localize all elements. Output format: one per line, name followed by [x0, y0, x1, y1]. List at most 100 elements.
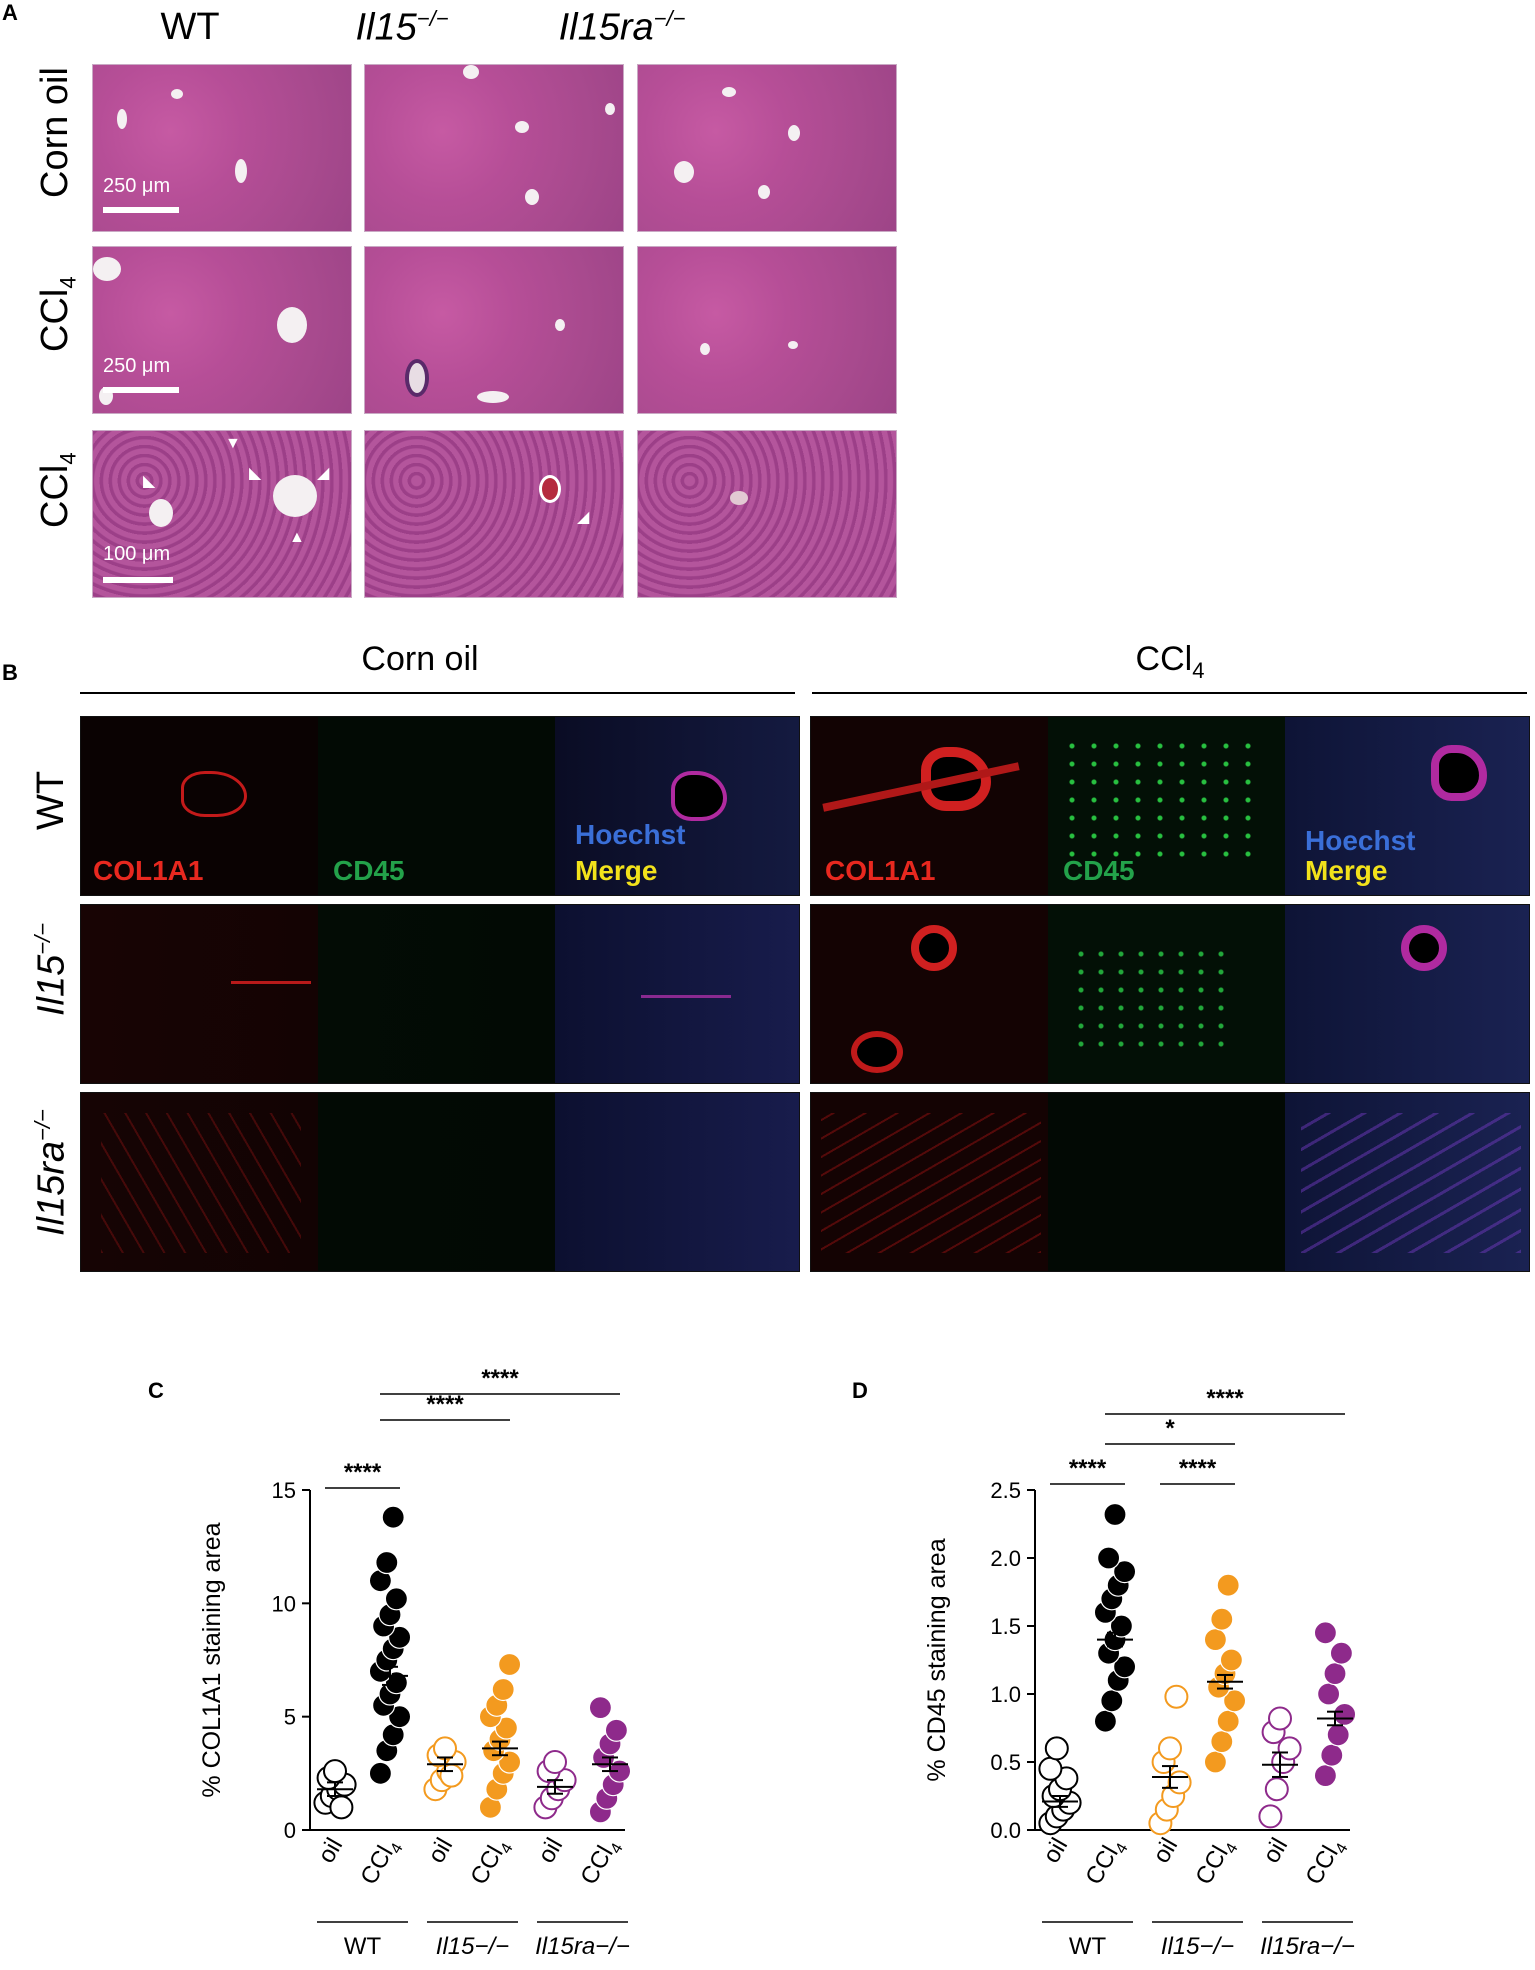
group-label: WT — [344, 1933, 382, 1960]
significance-label: **** — [1179, 1455, 1217, 1482]
label-merge: Merge — [575, 855, 658, 886]
data-point — [604, 1718, 628, 1742]
data-point — [1326, 1723, 1350, 1747]
he-image-il15-ccl4-highmag: ◢ — [364, 430, 624, 598]
data-point — [588, 1696, 612, 1720]
x-category-label: CCl4 — [1300, 1833, 1351, 1891]
x-category-label: oil — [423, 1834, 458, 1868]
y-tick-label: 0.0 — [990, 1818, 1021, 1843]
data-point — [1210, 1730, 1234, 1754]
data-point — [498, 1652, 522, 1677]
he-image-il15ra-corn-oil — [637, 64, 897, 232]
y-tick-label: 2.5 — [990, 1478, 1021, 1503]
x-category-label: oil — [1258, 1834, 1293, 1868]
data-point — [1268, 1706, 1292, 1731]
label-hoechst: Hoechst — [1305, 825, 1416, 856]
data-point — [433, 1736, 457, 1761]
data-point — [1203, 1750, 1227, 1774]
panel-b-row-il15: Il15−/− — [30, 922, 73, 1016]
data-point — [1216, 1709, 1240, 1733]
data-point — [1313, 1764, 1337, 1788]
data-point — [1093, 1709, 1117, 1733]
group-label: Il15−/− — [436, 1933, 509, 1960]
data-point — [1103, 1502, 1127, 1527]
fluor-image-il15ra-corn-oil — [80, 1092, 800, 1272]
panel-a-row-corn-oil: Corn oil — [34, 67, 76, 198]
x-category-label: CCl4 — [465, 1833, 516, 1891]
x-category-label: oil — [533, 1834, 568, 1868]
data-point — [1333, 1702, 1357, 1726]
panel-b-row-il15ra: Il15ra−/− — [30, 1109, 73, 1236]
label-col1a1: COL1A1 — [93, 855, 204, 886]
chart-cd45: 0.0 0.5 1.0 1.5 2.0 2.5 % CD45 staining area oi… — [923, 1385, 1357, 1960]
fluor-image-il15-ccl4 — [810, 904, 1530, 1084]
x-category-label: oil — [1148, 1834, 1183, 1868]
data-point — [1158, 1736, 1182, 1761]
fluor-image-wt-ccl4: COL1A1 CD45 Hoechst Merge — [810, 716, 1530, 896]
data-point — [1113, 1655, 1137, 1679]
panel-a-col-wt: WT — [160, 6, 220, 48]
data-point — [1216, 1573, 1240, 1597]
panel-c-letter: C — [148, 1378, 164, 1403]
data-point — [1109, 1614, 1133, 1638]
data-point — [1329, 1641, 1353, 1665]
data-point — [498, 1750, 522, 1774]
y-tick-label: 0.5 — [990, 1750, 1021, 1775]
group-label: WT — [1069, 1933, 1107, 1960]
panel-b-row-wt: WT — [30, 770, 72, 830]
x-category-label: CCl4 — [575, 1833, 626, 1891]
y-tick-label: 0 — [284, 1818, 296, 1843]
y-tick-label: 10 — [272, 1591, 296, 1616]
data-point — [1320, 1743, 1344, 1767]
group-label: Il15ra−/− — [535, 1933, 630, 1960]
panel-a-row-ccl4-1: CCl4 — [34, 276, 81, 352]
data-point — [1044, 1736, 1069, 1761]
fluor-image-wt-corn-oil: COL1A1 CD45 Hoechst Merge — [80, 716, 800, 896]
y-axis-label: % COL1A1 staining area — [198, 1522, 226, 1797]
scalebar-label: 250 μm — [103, 175, 171, 197]
data-point — [1167, 1770, 1192, 1795]
x-category-label: CCl4 — [1190, 1833, 1241, 1891]
x-category-label: oil — [313, 1834, 348, 1868]
panel-b-group-line-left — [80, 692, 795, 694]
scalebar-label: 100 μm — [103, 543, 171, 565]
data-point — [1264, 1777, 1289, 1802]
data-point — [1097, 1546, 1121, 1570]
panel-b-group-line-right — [812, 692, 1527, 694]
data-point — [1277, 1736, 1302, 1761]
panel-b-group-ccl4: CCl4 — [1135, 640, 1205, 683]
he-image-wt-ccl4: 250 μm — [92, 246, 352, 414]
panel-a-col-il15: Il15−/− — [355, 6, 449, 49]
panel-b-group-corn-oil: Corn oil — [361, 640, 479, 678]
data-point — [375, 1550, 399, 1575]
y-tick-label: 2.0 — [990, 1546, 1021, 1571]
he-image-il15-ccl4 — [364, 246, 624, 414]
data-point — [1223, 1689, 1247, 1713]
data-point — [543, 1750, 567, 1774]
data-point — [494, 1716, 518, 1740]
data-point — [1164, 1684, 1189, 1709]
data-point — [439, 1763, 464, 1788]
data-point — [388, 1705, 412, 1729]
label-hoechst: Hoechst — [575, 819, 686, 850]
data-point — [1038, 1756, 1063, 1781]
he-image-il15ra-ccl4 — [637, 246, 897, 414]
panel-b-letter: B — [2, 660, 18, 685]
he-image-wt-ccl4-highmag: ▼ ◣ ◣ ◢ ▲ 100 μm — [92, 430, 352, 598]
significance-label: **** — [426, 1391, 464, 1418]
data-point — [1317, 1682, 1341, 1706]
data-point — [1313, 1621, 1337, 1645]
panel-a-row-ccl4-2: CCl4 — [34, 452, 81, 528]
significance-label: **** — [1069, 1455, 1107, 1482]
data-point — [329, 1795, 354, 1820]
data-point — [1210, 1607, 1234, 1631]
data-point — [491, 1677, 515, 1702]
data-point — [1323, 1662, 1347, 1686]
y-tick-label: 1.0 — [990, 1682, 1021, 1707]
data-point — [1203, 1628, 1227, 1652]
y-axis-label: % CD45 staining area — [923, 1538, 951, 1781]
significance-label: * — [1165, 1415, 1175, 1442]
panel-d-letter: D — [852, 1378, 868, 1403]
data-point — [1100, 1689, 1124, 1713]
